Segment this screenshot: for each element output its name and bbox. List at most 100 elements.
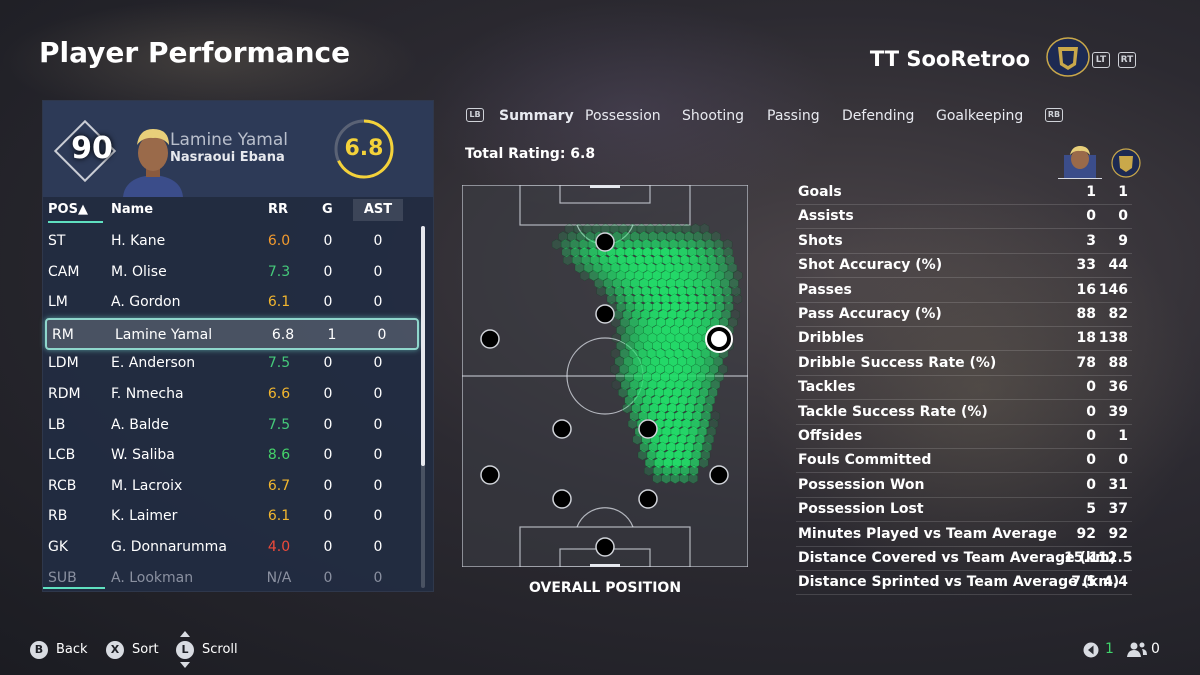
cell-g: 0 bbox=[323, 263, 333, 280]
table-row[interactable]: LM A. Gordon 6.1 0 0 bbox=[43, 287, 418, 317]
cell-rr: 8.6 bbox=[267, 447, 291, 464]
heatmap-cell bbox=[627, 223, 638, 235]
rr-column-header[interactable]: RR bbox=[268, 202, 289, 217]
stat-team-value: 4.4 bbox=[1103, 574, 1128, 591]
heatmap-cells bbox=[551, 223, 743, 484]
stat-team-value: 1 bbox=[1118, 184, 1128, 200]
player-marker bbox=[709, 465, 729, 485]
cell-rr: 4.0 bbox=[267, 539, 291, 555]
stat-label: Possession Lost bbox=[798, 501, 924, 518]
tab-possession[interactable]: Possession bbox=[585, 108, 661, 124]
player-card: 90 Lamine Yamal Nasraoui Ebana 6.8 bbox=[43, 101, 433, 197]
team-name: TT SooRetroo bbox=[869, 47, 1030, 71]
cell-ast: 0 bbox=[373, 386, 383, 402]
cell-g: 0 bbox=[323, 508, 333, 525]
tab-summary[interactable]: Summary bbox=[499, 108, 574, 124]
name-column-header[interactable]: Name bbox=[111, 202, 154, 217]
table-row[interactable]: RCB M. Lacroix 6.7 0 0 bbox=[43, 471, 418, 501]
cell-name: E. Anderson bbox=[111, 355, 196, 372]
lt-button-icon[interactable]: LT bbox=[1092, 52, 1110, 68]
heatmap-cell bbox=[591, 223, 602, 235]
tab-defending[interactable]: Defending bbox=[842, 108, 915, 124]
stat-row: Pass Accuracy (%) 88 82 bbox=[796, 302, 1132, 327]
heatmap-cell bbox=[700, 449, 711, 461]
table-row-selected[interactable]: RM Lamine Yamal 6.8 1 0 bbox=[45, 317, 419, 350]
stat-player-value: 16 bbox=[1076, 281, 1096, 298]
heatmap-cell bbox=[730, 309, 741, 321]
heatmap-cell bbox=[729, 277, 739, 289]
match-rating-value: 6.8 bbox=[344, 136, 384, 161]
heatmap-cell bbox=[701, 379, 712, 391]
table-row[interactable]: CAM M. Olise 7.3 0 0 bbox=[43, 257, 418, 287]
heatmap-cell bbox=[661, 472, 671, 484]
tab-goalkeeping[interactable]: Goalkeeping bbox=[936, 108, 1024, 124]
scrollbar-thumb[interactable] bbox=[421, 226, 425, 466]
rb-button-icon[interactable]: RB bbox=[1045, 108, 1063, 122]
table-row[interactable]: LB A. Balde 7.5 0 0 bbox=[43, 410, 418, 440]
comparison-icons bbox=[1064, 146, 1141, 179]
stat-player-value: 0 bbox=[1086, 208, 1096, 225]
heatmap-cell bbox=[691, 449, 702, 461]
heatmap-cell bbox=[693, 231, 703, 243]
heatmap-cell bbox=[721, 309, 732, 321]
heatmap-cell bbox=[715, 254, 726, 266]
squad-panel: 90 Lamine Yamal Nasraoui Ebana 6.8 POS▲ … bbox=[42, 100, 434, 592]
table-row[interactable]: ST H. Kane 6.0 0 0 bbox=[43, 226, 418, 256]
heatmap-cell bbox=[732, 270, 743, 282]
table-row[interactable]: RDM F. Nmecha 6.6 0 0 bbox=[43, 379, 418, 409]
table-row[interactable]: LCB W. Saliba 8.6 0 0 bbox=[43, 440, 418, 470]
heatmap-cell bbox=[731, 285, 741, 297]
stat-row: Tackles 0 36 bbox=[796, 375, 1132, 401]
heatmap-cell bbox=[699, 387, 709, 399]
cell-ast: 0 bbox=[373, 263, 383, 280]
cell-pos: LM bbox=[48, 294, 68, 311]
cell-pos: RCB bbox=[48, 477, 77, 494]
heatmap-cell bbox=[618, 387, 628, 399]
table-row[interactable]: GK G. Donnarumma 4.0 0 0 bbox=[43, 532, 418, 562]
stat-player-value: 0 bbox=[1086, 379, 1096, 396]
player-list-scrollbar[interactable] bbox=[421, 226, 425, 588]
heatmap-cell bbox=[724, 254, 735, 266]
page-title: Player Performance bbox=[39, 36, 351, 69]
player-marker bbox=[552, 489, 572, 509]
stat-team-value: 12.5 bbox=[1098, 550, 1133, 566]
g-column-header[interactable]: G bbox=[322, 202, 333, 217]
heatmap-cell bbox=[621, 231, 631, 243]
cell-rr: 7.3 bbox=[267, 263, 291, 280]
stat-label: Goals bbox=[798, 184, 842, 200]
stat-label: Shots bbox=[798, 232, 843, 249]
table-row[interactable]: RB K. Laimer 6.1 0 0 bbox=[43, 501, 418, 531]
heatmap-cell bbox=[713, 238, 724, 250]
cell-ast: 0 bbox=[373, 233, 383, 249]
table-row[interactable]: SUB A. Lookman N/A 0 0 bbox=[43, 563, 418, 593]
cell-ast: 0 bbox=[373, 569, 383, 586]
cell-rr: 6.8 bbox=[271, 326, 295, 343]
rt-button-icon[interactable]: RT bbox=[1118, 52, 1136, 68]
cell-ast: 0 bbox=[377, 326, 387, 343]
stat-player-value: 1 bbox=[1086, 184, 1096, 200]
stat-team-value: 1 bbox=[1118, 428, 1128, 444]
stat-player-value: 7.5 bbox=[1071, 574, 1096, 591]
stat-player-value: 3 bbox=[1086, 232, 1096, 249]
stat-row: Dribbles 18 138 bbox=[796, 326, 1132, 352]
heatmap-cell bbox=[558, 231, 568, 243]
heatmap-cell bbox=[722, 238, 733, 250]
tab-passing[interactable]: Passing bbox=[767, 108, 820, 124]
heatmap-cell bbox=[714, 371, 724, 383]
stat-player-value: 0 bbox=[1086, 403, 1096, 420]
heatmap-cell bbox=[688, 472, 698, 484]
b-button-icon: B bbox=[30, 641, 48, 659]
lb-button-icon[interactable]: LB bbox=[466, 108, 484, 122]
heatmap-cell bbox=[579, 270, 590, 282]
stat-player-value: 33 bbox=[1076, 257, 1096, 274]
tab-shooting[interactable]: Shooting bbox=[682, 108, 745, 124]
heatmap-cell bbox=[713, 355, 724, 367]
heatmap-cell bbox=[567, 231, 577, 243]
heatmap-cell bbox=[627, 418, 638, 430]
heatmap-cell bbox=[718, 262, 729, 274]
table-row[interactable]: LDM E. Anderson 7.5 0 0 bbox=[43, 348, 418, 378]
heatmap-cell bbox=[639, 231, 649, 243]
pos-column-header[interactable]: POS▲ bbox=[48, 202, 103, 223]
ast-column-header[interactable]: AST bbox=[353, 199, 403, 221]
stat-row: Shots 3 9 bbox=[796, 229, 1132, 254]
